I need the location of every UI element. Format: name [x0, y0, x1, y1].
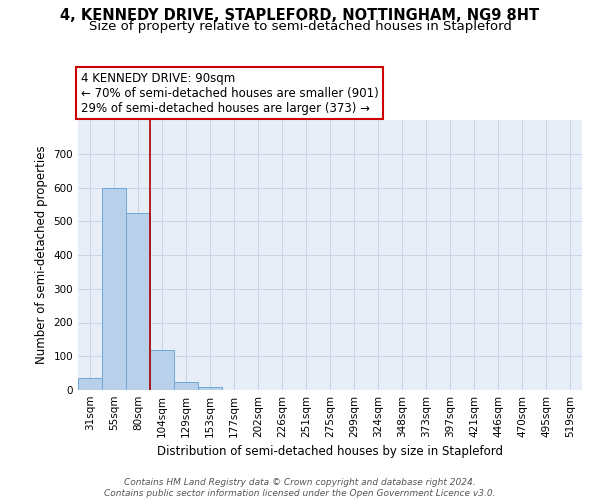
- Y-axis label: Number of semi-detached properties: Number of semi-detached properties: [35, 146, 48, 364]
- Bar: [102, 188, 126, 390]
- X-axis label: Distribution of semi-detached houses by size in Stapleford: Distribution of semi-detached houses by …: [157, 446, 503, 458]
- Text: Size of property relative to semi-detached houses in Stapleford: Size of property relative to semi-detach…: [89, 20, 511, 33]
- Bar: [78, 378, 102, 390]
- Text: Contains HM Land Registry data © Crown copyright and database right 2024.
Contai: Contains HM Land Registry data © Crown c…: [104, 478, 496, 498]
- Text: 4, KENNEDY DRIVE, STAPLEFORD, NOTTINGHAM, NG9 8HT: 4, KENNEDY DRIVE, STAPLEFORD, NOTTINGHAM…: [61, 8, 539, 22]
- Bar: [150, 350, 174, 390]
- Bar: [198, 386, 222, 390]
- Bar: [174, 382, 198, 390]
- Bar: [126, 213, 150, 390]
- Text: 4 KENNEDY DRIVE: 90sqm
← 70% of semi-detached houses are smaller (901)
29% of se: 4 KENNEDY DRIVE: 90sqm ← 70% of semi-det…: [80, 72, 378, 114]
